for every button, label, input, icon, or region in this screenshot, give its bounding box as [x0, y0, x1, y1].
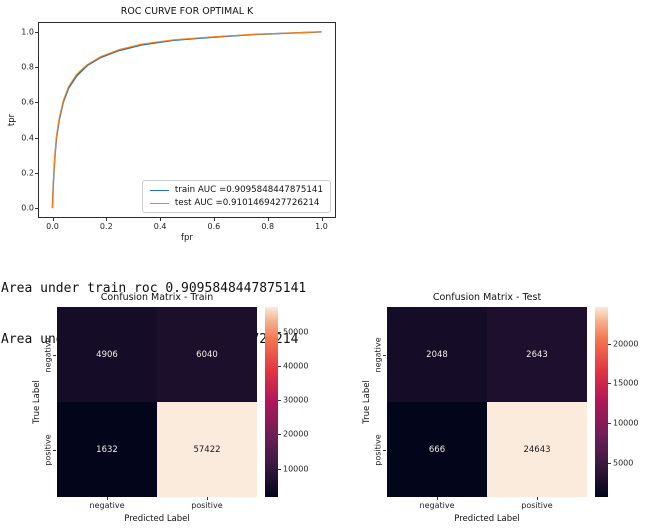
- colorbar-tick-mark: [608, 383, 611, 385]
- colorbar-tick-label: 20000: [283, 429, 309, 439]
- colorbar-tick-mark: [608, 423, 611, 424]
- heatmap-cell: 2643: [487, 307, 587, 402]
- y-tick-label: 0.0: [21, 203, 34, 213]
- colorbar-tick-label: 20000: [613, 339, 639, 349]
- cm-test-xaxis-label: Predicted Label: [454, 514, 520, 524]
- colorbar-tick-mark: [608, 343, 611, 345]
- cm-train-colorbar: [265, 307, 278, 497]
- y-tick-mark: [53, 449, 56, 451]
- train-legend-label: train AUC =0.9095848447875141: [174, 185, 323, 195]
- cm-train-title: Confusion Matrix - Train: [100, 292, 214, 303]
- x-tick-mark: [537, 497, 538, 500]
- roc-chart-title: ROC CURVE FOR OPTIMAL K: [120, 6, 254, 17]
- colorbar-tick-mark: [278, 366, 281, 368]
- x-tick-mark: [107, 497, 108, 500]
- x-tick-label: 0.4: [153, 222, 167, 231]
- cm-test-heatmap: 2048 2643 666 24643: [387, 307, 587, 497]
- heatmap-cell: 2048: [387, 307, 487, 402]
- legend-entry-train: train AUC =0.9095848447875141: [149, 185, 323, 195]
- cm-train-yaxis-label: True Label: [32, 380, 42, 424]
- x-tick-label: 0.8: [261, 222, 275, 231]
- colorbar-tick-label: 10000: [283, 464, 309, 473]
- colorbar-tick-mark: [278, 434, 281, 436]
- colorbar-tick-label: 10000: [613, 418, 639, 428]
- legend-entry-test: test AUC =0.9101469427726214: [149, 198, 323, 208]
- x-tick-mark: [52, 218, 54, 221]
- test-legend-label: test AUC =0.9101469427726214: [174, 198, 320, 208]
- confusion-matrix-test-figure: Confusion Matrix - Test 2048 2643 666 24643…: [330, 288, 652, 532]
- heatmap-cell: 6040: [157, 307, 257, 402]
- roc-curves-canvas: [51, 31, 322, 209]
- y-tick-mark: [383, 449, 386, 451]
- cm-test-colorbar: [595, 307, 608, 497]
- roc-plot-area: train AUC =0.9095848447875141 test AUC =…: [38, 22, 336, 218]
- y-tick-mark: [35, 172, 38, 174]
- colorbar-tick-label: 40000: [283, 361, 309, 371]
- cm-train-heatmap: 4906 6040 1632 57422: [57, 307, 257, 497]
- colorbar-tick-label: 5000: [613, 458, 634, 468]
- x-tick-mark: [437, 497, 438, 500]
- confusion-matrix-train-figure: Confusion Matrix - Train 4906 6040 1632 574…: [0, 288, 326, 532]
- test-roc-curve: [51, 31, 322, 209]
- y-tick-mark: [35, 137, 38, 139]
- test-line-swatch: [149, 202, 169, 204]
- x-tick-label: 1.0: [315, 222, 328, 231]
- colorbar-tick-label: 15000: [613, 378, 639, 388]
- roc-xaxis-label: fpr: [181, 233, 193, 243]
- colorbar-tick-label: 50000: [283, 327, 309, 337]
- x-tick-mark: [207, 497, 208, 500]
- y-tick-label: 0.2: [21, 168, 34, 178]
- x-tick-mark: [160, 218, 162, 221]
- y-tick-mark: [35, 208, 38, 210]
- x-tick-mark: [267, 218, 269, 221]
- x-tick-label: negative: [89, 501, 125, 510]
- train-line-swatch: [149, 189, 169, 191]
- y-tick-label: 0.4: [21, 133, 34, 143]
- roc-figure: ROC CURVE FOR OPTIMAL K train AUC =0.909…: [0, 0, 345, 246]
- y-tick-mark: [383, 354, 386, 356]
- cm-test-yaxis-label: True Label: [362, 380, 372, 424]
- y-tick-label: negative: [373, 337, 383, 372]
- colorbar-tick-mark: [608, 462, 611, 464]
- y-tick-label: positive: [373, 433, 383, 466]
- y-tick-label: negative: [43, 337, 53, 372]
- y-tick-mark: [35, 31, 38, 33]
- cm-test-title: Confusion Matrix - Test: [432, 292, 542, 303]
- heatmap-cell: 24643: [487, 402, 587, 497]
- y-tick-mark: [53, 354, 56, 356]
- x-tick-mark: [321, 218, 323, 221]
- x-tick-label: positive: [521, 501, 553, 510]
- heatmap-cell: 1632: [57, 402, 157, 497]
- y-tick-label: 0.6: [21, 97, 34, 107]
- x-tick-label: positive: [191, 501, 223, 510]
- cm-train-xaxis-label: Predicted Label: [124, 514, 190, 524]
- colorbar-tick-mark: [278, 400, 281, 402]
- x-tick-label: 0.0: [46, 222, 59, 231]
- x-tick-label: negative: [419, 501, 455, 510]
- roc-yaxis-label: tpr: [7, 113, 17, 127]
- roc-legend: train AUC =0.9095848447875141 test AUC =…: [141, 180, 331, 213]
- colorbar-tick-mark: [278, 332, 281, 334]
- y-tick-mark: [35, 102, 38, 104]
- console-line-train-auc: Area under train roc 0.9095848447875141: [1, 281, 307, 296]
- x-tick-mark: [213, 218, 215, 221]
- heatmap-cell: 666: [387, 402, 487, 497]
- colorbar-tick-label: 30000: [283, 395, 309, 405]
- x-tick-label: 0.6: [207, 222, 221, 231]
- heatmap-cell: 4906: [57, 307, 157, 402]
- x-tick-label: 0.2: [99, 222, 113, 231]
- x-tick-mark: [106, 218, 108, 221]
- y-tick-label: 1.0: [21, 27, 34, 37]
- y-tick-label: 0.8: [21, 62, 34, 72]
- heatmap-cell: 57422: [157, 402, 257, 497]
- y-tick-label: positive: [43, 433, 53, 466]
- colorbar-tick-mark: [278, 468, 281, 470]
- y-tick-mark: [35, 67, 38, 69]
